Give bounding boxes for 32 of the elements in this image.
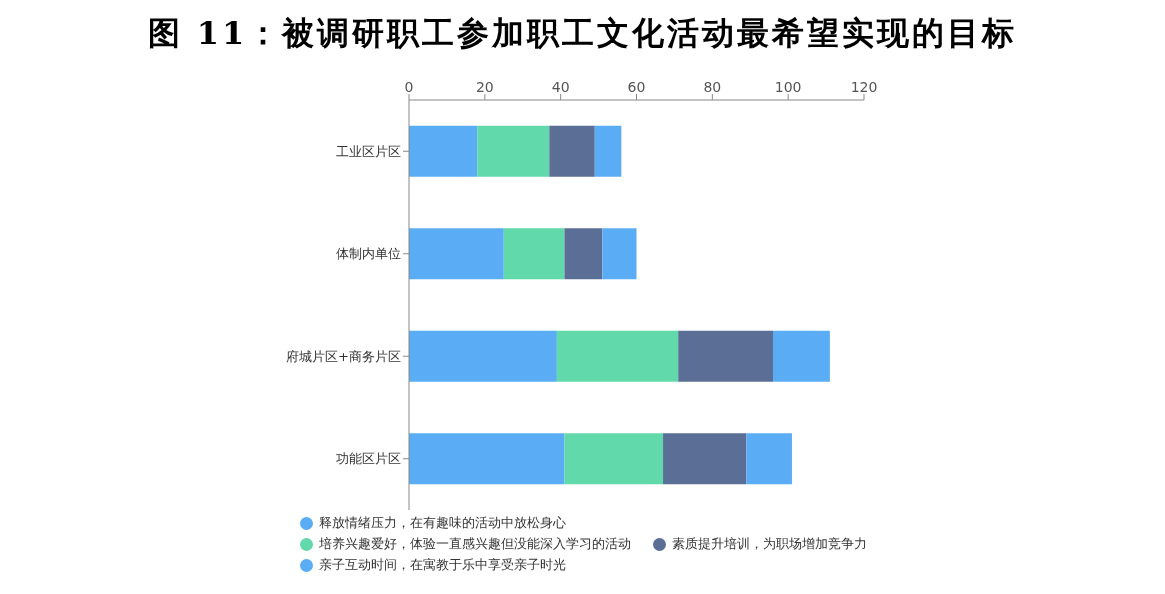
bar <box>663 433 747 485</box>
bar <box>602 228 637 280</box>
x-tick-label: 120 <box>850 79 878 95</box>
bar <box>549 125 595 177</box>
bar <box>746 433 792 485</box>
y-tick-label: 功能区片区 <box>336 451 401 467</box>
x-tick-label: 40 <box>551 79 570 95</box>
legend-label: 亲子互动时间，在寓教于乐中享受亲子时光 <box>319 556 566 574</box>
y-tick-label: 体制内单位 <box>336 246 401 262</box>
bar <box>409 125 478 177</box>
legend-label: 素质提升培训，为职场增加竞争力 <box>672 535 867 553</box>
bar <box>503 228 565 280</box>
bar <box>409 433 565 485</box>
bar <box>564 433 664 485</box>
x-tick-label: 0 <box>404 79 414 95</box>
bar <box>564 228 603 280</box>
bar <box>409 228 504 280</box>
x-tick-label: 20 <box>475 79 494 95</box>
y-tick-label: 工业区片区 <box>336 143 401 159</box>
chart-title: 图 11：被调研职工参加职工文化活动最希望实现的目标 <box>146 13 1019 54</box>
bar <box>556 330 679 382</box>
bar <box>678 330 773 382</box>
x-tick-label: 60 <box>627 79 646 95</box>
x-tick-label: 80 <box>703 79 722 95</box>
bar <box>594 125 622 177</box>
bar <box>477 125 550 177</box>
x-tick-label: 100 <box>774 79 802 95</box>
bar <box>773 330 830 382</box>
bar <box>409 330 557 382</box>
legend-label: 培养兴趣爱好，体验一直感兴趣但没能深入学习的活动 <box>319 535 631 553</box>
y-tick-label: 府城片区+商务片区 <box>286 348 401 364</box>
legend-label: 释放情绪压力，在有趣味的活动中放松身心 <box>319 514 566 532</box>
